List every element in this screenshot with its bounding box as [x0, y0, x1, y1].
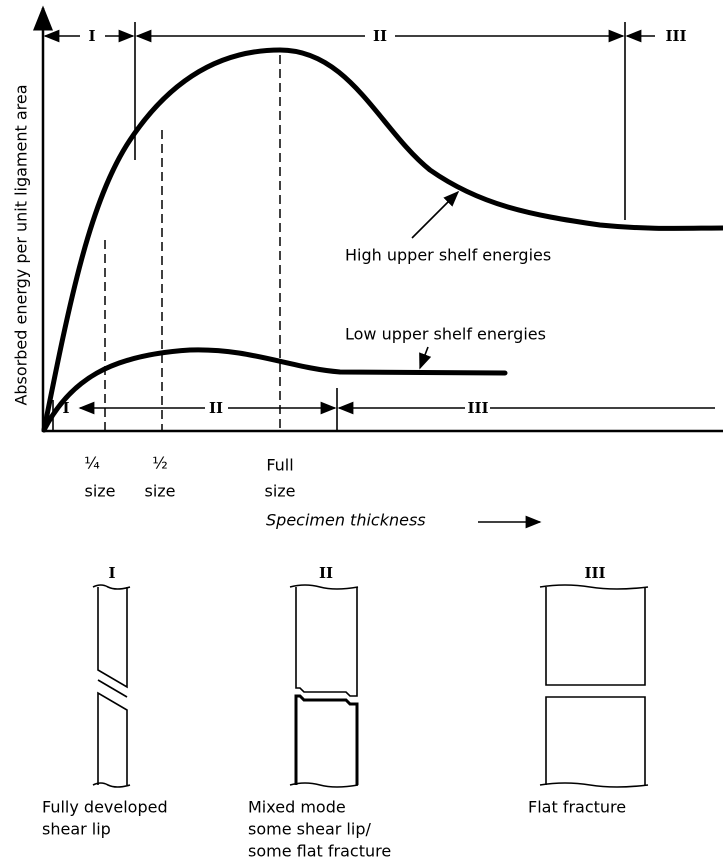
- size-label: ¼: [84, 454, 100, 473]
- size-label: Full: [266, 456, 293, 475]
- size-label: ½: [152, 454, 168, 473]
- high-curve: [41, 47, 723, 433]
- curve-label: High upper shelf energies: [345, 246, 551, 265]
- region-label: III: [467, 399, 488, 417]
- region-label: II: [373, 27, 387, 45]
- caption: Mixed mode: [248, 798, 346, 817]
- caption: shear lip: [42, 820, 111, 839]
- caption: Flat fracture: [528, 798, 626, 817]
- region-label: I: [88, 27, 95, 45]
- caption: some shear lip/: [248, 820, 371, 839]
- x-axis-label: Specimen thickness: [266, 511, 426, 530]
- low-regions: [52, 388, 715, 430]
- region-label: II: [209, 399, 223, 417]
- specimen-numeral: II: [319, 564, 333, 582]
- specimen-numeral: III: [584, 564, 605, 582]
- caption: some flat fracture: [248, 842, 391, 861]
- axes: [33, 5, 723, 433]
- specimen-i: [92, 584, 131, 788]
- specimen-ii: [289, 584, 359, 788]
- y-axis-label: Absorbed energy per unit ligament area: [12, 84, 31, 405]
- curve-label: Low upper shelf energies: [345, 325, 546, 344]
- region-label: I: [62, 399, 69, 417]
- high-regions: [43, 22, 655, 220]
- caption: Fully developed: [42, 798, 168, 817]
- size-label: size: [144, 482, 175, 501]
- specimen-numeral: I: [108, 564, 115, 582]
- size-label: size: [264, 482, 295, 501]
- low-curve: [41, 347, 508, 433]
- specimen-iii: [539, 584, 649, 788]
- region-label: III: [665, 27, 686, 45]
- size-label: size: [84, 482, 115, 501]
